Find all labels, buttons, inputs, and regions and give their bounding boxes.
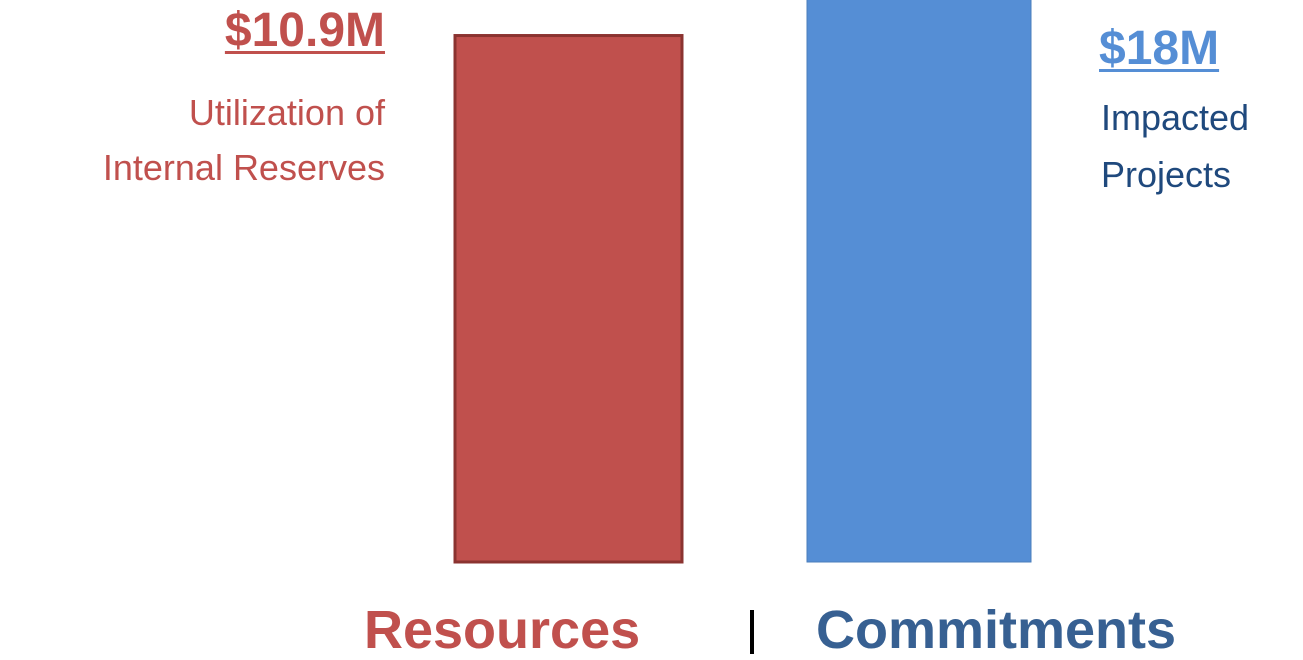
resources-description-line-1: Utilization of [188,92,385,133]
commitments-description-line-1: Impacted [1101,97,1250,138]
bar-resources [453,34,684,564]
resources-description-line-2: Internal Reserves [102,147,385,188]
resources-amount-label: $10.9M [224,4,385,57]
category-divider [750,610,754,654]
commitments-amount-label: $18M [1099,22,1220,75]
commitments-description-line-2: Projects [1101,154,1232,195]
bar-commitments [806,0,1032,563]
category-label-commitments: Commitments [816,600,1177,660]
category-label-resources: Resources [364,600,641,660]
